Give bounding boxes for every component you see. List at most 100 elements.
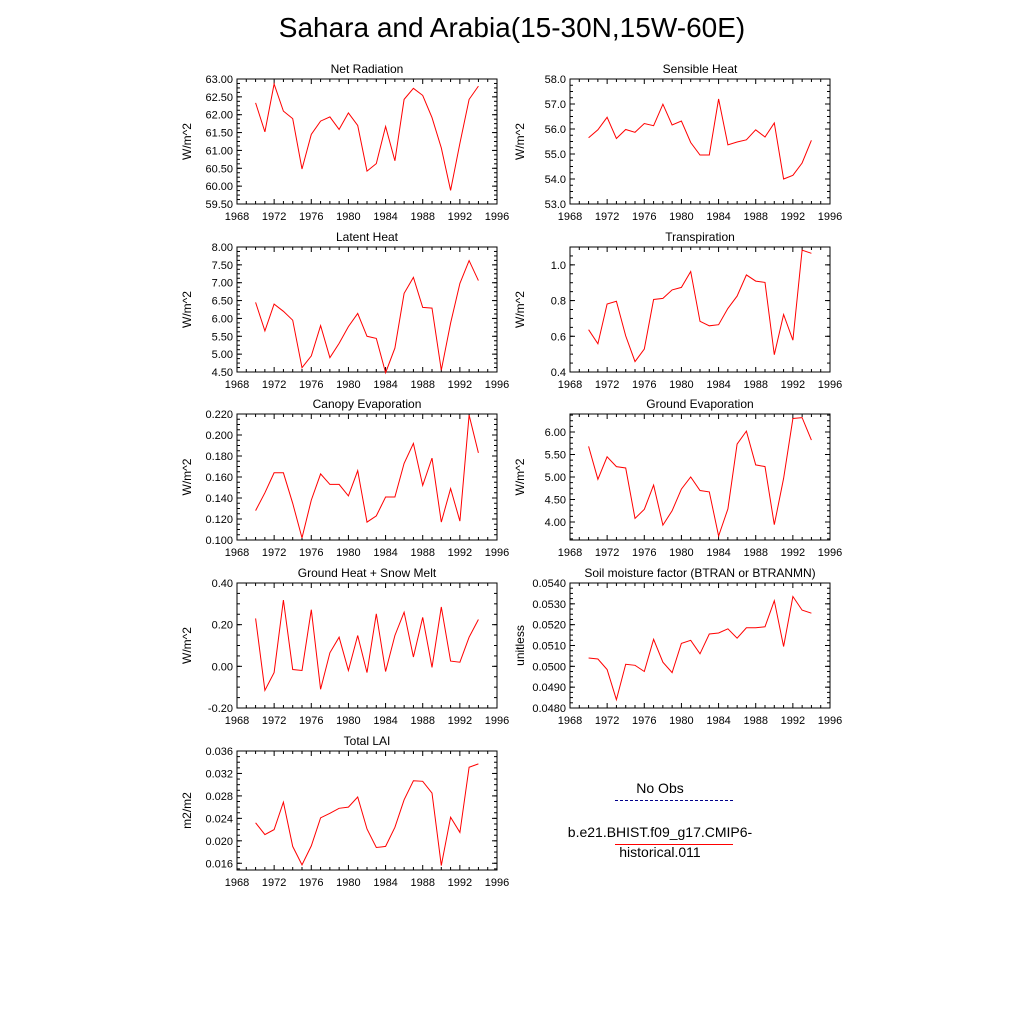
x-tick-label: 1976: [299, 547, 323, 559]
y-tick-label: 0.4: [551, 367, 566, 379]
y-tick-label: 63.00: [205, 74, 233, 86]
y-tick-label: 0.220: [205, 409, 233, 421]
x-tick-label: 1976: [632, 547, 656, 559]
x-tick-label: 1972: [595, 547, 619, 559]
y-tick-label: 0.200: [205, 430, 233, 442]
chart-panel-4: Canopy Evaporation W/m^2 1968 1972 1976 1980 1…: [180, 397, 509, 559]
x-tick-label: 1968: [225, 877, 249, 889]
x-tick-label: 1976: [299, 877, 323, 889]
x-tick-label: 1996: [485, 715, 509, 727]
y-tick-label: 60.00: [205, 181, 233, 193]
y-tick-label: 0.016: [205, 858, 233, 870]
x-tick-label: 1996: [485, 877, 509, 889]
x-tick-label: 1992: [448, 877, 472, 889]
x-tick-label: 1988: [410, 211, 434, 223]
y-tick-label: 7.50: [212, 260, 233, 272]
x-tick-label: 1972: [262, 715, 286, 727]
y-tick-label: 62.50: [205, 92, 233, 104]
chart-panel-1: Sensible Heat W/m^2 1968 1972 1976 1980 1984 19…: [513, 62, 842, 223]
y-axis-label: m2/m2: [180, 792, 194, 829]
series-line-0: [255, 82, 479, 191]
y-tick-label: 55.0: [545, 149, 566, 161]
y-tick-label: 60.50: [205, 163, 233, 175]
plot-frame: [236, 246, 498, 373]
x-tick-label: 1996: [485, 547, 509, 559]
y-tick-label: 0.6: [551, 331, 566, 343]
panel-title: Ground Heat + Snow Melt: [298, 566, 437, 580]
x-tick-label: 1984: [373, 715, 397, 727]
x-tick-label: 1992: [781, 547, 805, 559]
x-tick-label: 1972: [262, 379, 286, 391]
x-tick-label: 1976: [299, 715, 323, 727]
panel-title: Canopy Evaporation: [313, 397, 422, 411]
x-tick-label: 1984: [373, 547, 397, 559]
y-tick-label: 57.0: [545, 99, 566, 111]
chart-panel-7: Soil moisture factor (BTRAN or BTRANMN) u…: [513, 566, 842, 727]
x-tick-label: 1972: [262, 877, 286, 889]
y-tick-label: 0.0500: [532, 661, 566, 673]
x-tick-label: 1984: [706, 547, 730, 559]
x-tick-label: 1980: [669, 715, 693, 727]
chart-panel-5: Ground Evaporation W/m^2 1968 1972 1976 1980 1…: [513, 397, 842, 559]
y-axis-label: W/m^2: [513, 458, 527, 495]
x-tick-label: 1980: [669, 211, 693, 223]
y-tick-label: 0.160: [205, 472, 233, 484]
series-line-0: [588, 98, 812, 180]
x-tick-label: 1972: [595, 379, 619, 391]
y-tick-label: 5.50: [212, 331, 233, 343]
plot-frame: [236, 78, 498, 205]
y-tick-label: 0.40: [212, 578, 233, 590]
x-tick-label: 1968: [225, 715, 249, 727]
plot-frame: [569, 582, 831, 709]
legend-line-obs: [615, 800, 733, 801]
x-tick-label: 1988: [743, 211, 767, 223]
y-tick-label: -0.20: [208, 703, 233, 715]
legend-entry-model: b.e21.BHIST.f09_g17.CMIP6-historical.011: [530, 822, 790, 866]
x-tick-label: 1996: [818, 715, 842, 727]
plot-frame: [236, 582, 498, 709]
chart-panel-2: Latent Heat W/m^2 1968 1972 1976 1980 1984 1988…: [180, 230, 509, 391]
y-tick-label: 0.100: [205, 535, 233, 547]
y-tick-label: 0.0530: [532, 599, 566, 611]
x-tick-label: 1996: [485, 211, 509, 223]
x-tick-label: 1980: [336, 547, 360, 559]
y-tick-label: 61.00: [205, 145, 233, 157]
x-tick-label: 1980: [336, 379, 360, 391]
series-line-0: [588, 595, 812, 702]
y-axis-label: W/m^2: [180, 458, 194, 495]
legend: No Obs b.e21.BHIST.f09_g17.CMIP6-histori…: [530, 778, 790, 866]
y-tick-label: 4.00: [545, 517, 566, 529]
x-tick-label: 1988: [743, 379, 767, 391]
x-tick-label: 1980: [336, 211, 360, 223]
series-line-0: [255, 600, 479, 692]
x-tick-label: 1992: [781, 211, 805, 223]
x-tick-label: 1972: [262, 211, 286, 223]
x-tick-label: 1968: [225, 547, 249, 559]
panel-title: Sensible Heat: [663, 62, 738, 76]
x-tick-label: 1972: [595, 211, 619, 223]
x-tick-label: 1984: [373, 877, 397, 889]
y-tick-label: 8.00: [212, 242, 233, 254]
y-axis-label: W/m^2: [513, 123, 527, 160]
chart-panel-8: Total LAI m2/m2 1968 1972 1976 1980 1984 1988 19…: [180, 734, 509, 889]
y-tick-label: 0.120: [205, 514, 233, 526]
legend-label-model: b.e21.BHIST.f09_g17.CMIP6-historical.011: [567, 824, 753, 860]
plot-frame: [236, 750, 498, 871]
x-tick-label: 1968: [558, 547, 582, 559]
chart-panel-6: Ground Heat + Snow Melt W/m^2 1968 1972 1976…: [180, 566, 509, 727]
y-tick-label: 0.036: [205, 746, 233, 758]
panel-title: Net Radiation: [331, 62, 404, 76]
x-tick-label: 1988: [410, 379, 434, 391]
x-tick-label: 1980: [336, 715, 360, 727]
series-line-0: [255, 414, 479, 539]
y-tick-label: 0.0480: [532, 703, 566, 715]
y-tick-label: 0.0490: [532, 682, 566, 694]
y-tick-label: 62.00: [205, 110, 233, 122]
x-tick-label: 1968: [558, 379, 582, 391]
y-tick-label: 0.20: [212, 620, 233, 632]
y-tick-label: 53.0: [545, 199, 566, 211]
y-tick-label: 0.028: [205, 791, 233, 803]
x-tick-label: 1996: [818, 547, 842, 559]
x-tick-label: 1988: [410, 715, 434, 727]
